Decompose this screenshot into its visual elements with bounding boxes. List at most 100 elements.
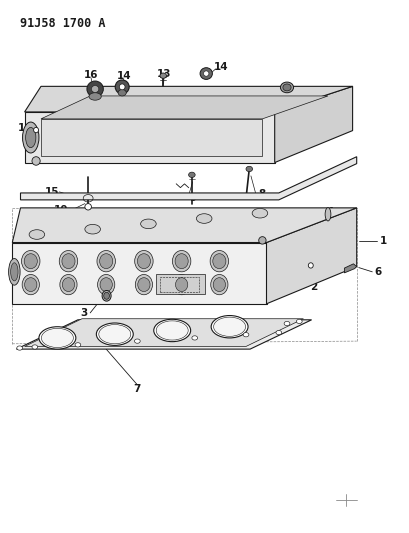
- Ellipse shape: [41, 328, 73, 348]
- Ellipse shape: [153, 319, 190, 342]
- Ellipse shape: [103, 292, 109, 300]
- Ellipse shape: [97, 274, 115, 295]
- Ellipse shape: [29, 230, 45, 239]
- Text: 91J58 1700 A: 91J58 1700 A: [20, 17, 106, 30]
- Ellipse shape: [102, 290, 111, 301]
- Ellipse shape: [75, 343, 81, 347]
- Ellipse shape: [191, 336, 197, 340]
- Ellipse shape: [296, 319, 301, 324]
- Ellipse shape: [175, 254, 188, 269]
- Text: 14: 14: [116, 71, 131, 80]
- Text: 7: 7: [133, 384, 141, 394]
- Ellipse shape: [137, 278, 150, 292]
- Ellipse shape: [280, 82, 293, 93]
- Text: 8: 8: [258, 189, 265, 199]
- Ellipse shape: [119, 84, 125, 90]
- Ellipse shape: [25, 127, 36, 148]
- Ellipse shape: [62, 254, 75, 269]
- Ellipse shape: [89, 93, 101, 100]
- FancyBboxPatch shape: [155, 274, 204, 294]
- Ellipse shape: [134, 339, 140, 343]
- Ellipse shape: [17, 346, 22, 350]
- Polygon shape: [20, 157, 356, 200]
- Polygon shape: [25, 112, 274, 163]
- Ellipse shape: [213, 317, 245, 336]
- Ellipse shape: [100, 278, 112, 292]
- Text: 5: 5: [319, 252, 327, 262]
- Ellipse shape: [115, 80, 129, 94]
- Polygon shape: [25, 86, 352, 112]
- Ellipse shape: [39, 327, 76, 349]
- Ellipse shape: [160, 73, 166, 78]
- Ellipse shape: [282, 84, 290, 91]
- Text: 2: 2: [309, 282, 317, 292]
- Ellipse shape: [135, 274, 152, 295]
- Ellipse shape: [62, 278, 74, 292]
- Ellipse shape: [243, 333, 248, 337]
- Polygon shape: [12, 243, 266, 304]
- Polygon shape: [266, 208, 356, 304]
- Text: 9: 9: [189, 193, 196, 203]
- Ellipse shape: [135, 251, 153, 272]
- Ellipse shape: [32, 157, 40, 165]
- Polygon shape: [344, 264, 356, 273]
- Ellipse shape: [245, 166, 252, 172]
- Ellipse shape: [211, 316, 247, 338]
- Polygon shape: [41, 119, 262, 156]
- Ellipse shape: [59, 251, 77, 272]
- Ellipse shape: [118, 90, 126, 96]
- Text: 16: 16: [83, 70, 98, 79]
- Polygon shape: [12, 208, 356, 243]
- Polygon shape: [41, 96, 327, 119]
- Ellipse shape: [87, 81, 103, 97]
- Ellipse shape: [85, 204, 91, 210]
- Ellipse shape: [213, 278, 225, 292]
- Ellipse shape: [140, 219, 156, 229]
- Ellipse shape: [173, 274, 190, 295]
- Ellipse shape: [209, 251, 228, 272]
- Ellipse shape: [99, 254, 112, 269]
- Text: 1: 1: [379, 236, 386, 246]
- Ellipse shape: [210, 274, 227, 295]
- Ellipse shape: [22, 122, 39, 153]
- Ellipse shape: [9, 259, 20, 285]
- Ellipse shape: [175, 278, 187, 292]
- Ellipse shape: [324, 207, 330, 221]
- Ellipse shape: [308, 263, 312, 268]
- Text: 10: 10: [54, 205, 69, 215]
- Ellipse shape: [24, 254, 37, 269]
- Ellipse shape: [200, 68, 212, 79]
- Ellipse shape: [188, 172, 195, 177]
- Ellipse shape: [91, 86, 99, 93]
- Ellipse shape: [34, 127, 38, 133]
- Text: 6: 6: [374, 267, 381, 277]
- Ellipse shape: [11, 263, 18, 281]
- Ellipse shape: [275, 330, 281, 335]
- Polygon shape: [16, 320, 311, 349]
- Ellipse shape: [172, 251, 190, 272]
- Ellipse shape: [203, 71, 208, 76]
- Ellipse shape: [212, 254, 225, 269]
- Ellipse shape: [196, 214, 211, 223]
- Ellipse shape: [96, 323, 133, 345]
- Ellipse shape: [99, 325, 130, 344]
- Ellipse shape: [97, 251, 115, 272]
- Polygon shape: [25, 319, 303, 346]
- Ellipse shape: [32, 345, 38, 349]
- Polygon shape: [274, 86, 352, 163]
- Text: 11: 11: [291, 88, 306, 98]
- Text: 12: 12: [18, 123, 33, 133]
- Ellipse shape: [283, 321, 289, 326]
- Ellipse shape: [258, 237, 265, 244]
- Ellipse shape: [156, 321, 188, 340]
- Ellipse shape: [60, 274, 77, 295]
- Text: 13: 13: [156, 69, 171, 78]
- Text: 15: 15: [45, 187, 60, 197]
- Ellipse shape: [21, 251, 40, 272]
- Text: 4: 4: [326, 207, 333, 217]
- Text: 14: 14: [213, 62, 228, 71]
- Ellipse shape: [137, 254, 150, 269]
- Ellipse shape: [22, 274, 39, 295]
- Ellipse shape: [85, 224, 100, 234]
- Ellipse shape: [252, 208, 267, 218]
